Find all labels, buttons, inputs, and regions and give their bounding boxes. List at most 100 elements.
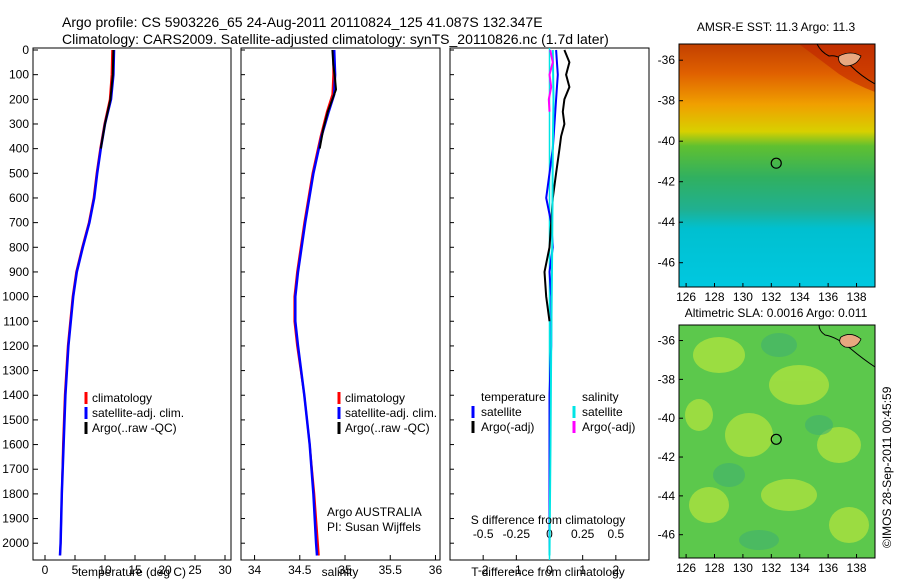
map-y-tick-label: -42 — [658, 175, 676, 189]
depth-tick-label: 200 — [9, 92, 29, 106]
depth-tick-label: 500 — [9, 166, 29, 180]
temperature-series — [58, 49, 116, 556]
map-x-tick-label: 138 — [847, 290, 867, 304]
salinity-x-tick-label: 34.5 — [288, 563, 312, 577]
depth-tick-label: 1500 — [2, 413, 29, 427]
temperature-x-tick-label: 25 — [188, 563, 202, 577]
depth-tick-label: 1300 — [2, 364, 29, 378]
depth-tick-label: 1200 — [2, 339, 29, 353]
salinity-plot-frame — [240, 47, 441, 561]
sst-map — [679, 44, 875, 287]
depth-tick-label: 600 — [9, 191, 29, 205]
sla-map — [679, 325, 875, 558]
map-x-tick-label: 134 — [790, 561, 810, 575]
sla-map-axes: 126 128 130 132 134 136 138 -36 -38 -40 -42 -44 -46 — [658, 334, 867, 575]
header-line1: Argo profile: CS 5903226_65 24-Aug-2011 … — [62, 14, 543, 30]
map-x-tick-label: 138 — [847, 561, 867, 575]
temperature-x-label: temperature (deg C) — [78, 565, 186, 579]
salinity-diff-tick-label: -0.25 — [503, 527, 531, 541]
depth-tick-label: 1400 — [2, 388, 29, 402]
salinity-x-tick-label: 35.5 — [379, 563, 403, 577]
land-patch — [838, 52, 862, 67]
salinity-diff-tick-label: 0.25 — [571, 527, 595, 541]
map-y-tick-label: -42 — [658, 450, 676, 464]
series-line-3 — [547, 49, 554, 112]
depth-tick-label: 2000 — [2, 536, 29, 550]
map-y-tick-label: -44 — [658, 215, 676, 229]
salinity-x-tick-label: 36 — [429, 563, 443, 577]
sla-lows — [713, 333, 833, 550]
map-y-tick-label: -46 — [658, 528, 676, 542]
legend-label-climatology: climatology — [92, 391, 152, 405]
depth-tick-label: 400 — [9, 142, 29, 156]
legend-label-temp-satellite: satellite — [481, 405, 522, 419]
sla-highs — [685, 337, 869, 543]
difference-x-label: T difference from climatology — [471, 565, 625, 579]
map-y-tick-label: -38 — [658, 94, 676, 108]
series-line-2 — [99, 49, 115, 149]
salinity-diff-tick-label: 0.5 — [607, 527, 624, 541]
depth-tick-label: 900 — [9, 265, 29, 279]
land-patch — [839, 334, 862, 348]
difference-x-tick-label: 0 — [546, 563, 553, 577]
sla-map-frame — [678, 324, 876, 559]
salinity-series — [293, 49, 338, 556]
sst-field — [679, 44, 875, 287]
legend-label-satellite: satellite-adj. clim. — [92, 406, 184, 420]
depth-axis: 0 100 200 300 400 500 600 700 800 900 1000 1100 1200… — [2, 43, 454, 550]
sst-map-frame — [678, 43, 876, 288]
depth-tick-label: 800 — [9, 240, 29, 254]
argo-position-marker — [770, 157, 782, 169]
salinity-x-axis: 34 34.5 35 35.5 36 — [248, 555, 443, 577]
institution-label: Argo AUSTRALIA — [327, 505, 422, 519]
map-x-tick-label: 130 — [733, 290, 753, 304]
salinity-x-label: salinity — [322, 565, 359, 579]
series-line-2 — [318, 49, 338, 149]
map-y-tick-label: -44 — [658, 489, 676, 503]
legend-label-temp-argo: Argo(-adj) — [481, 420, 534, 434]
legend-title-temperature: temperature — [481, 390, 546, 404]
depth-tick-label: 0 — [22, 43, 29, 57]
map-x-tick-label: 136 — [818, 290, 838, 304]
map-y-tick-label: -46 — [658, 256, 676, 270]
legend-label-argo: Argo(..raw -QC) — [345, 421, 430, 435]
temperature-x-tick-label: 30 — [218, 563, 232, 577]
sst-map-axes: 126 128 130 132 134 136 138 -36 -38 -40 -42 -44 -46 — [658, 53, 867, 304]
sla-map-title: Altimetric SLA: 0.0016 Argo: 0.011 — [685, 306, 868, 320]
map-x-tick-label: 132 — [761, 290, 781, 304]
map-x-tick-label: 132 — [761, 561, 781, 575]
legend-label-sal-argo: Argo(-adj) — [582, 420, 635, 434]
map-y-tick-label: -36 — [658, 53, 676, 67]
temperature-x-tick-label: 10 — [98, 563, 112, 577]
temperature-plot-frame — [32, 47, 232, 561]
map-x-tick-label: 130 — [733, 561, 753, 575]
pi-label: PI: Susan Wijffels — [327, 520, 421, 534]
salinity-x-tick-label: 34 — [248, 563, 262, 577]
difference-legend: temperature satellite Argo(-adj) salinit… — [471, 390, 635, 434]
salinity-diff-tick-label: -0.5 — [473, 527, 494, 541]
map-x-tick-label: 136 — [818, 561, 838, 575]
map-x-tick-label: 126 — [676, 561, 696, 575]
temperature-x-axis: 0 5 10 15 20 25 30 — [42, 555, 232, 577]
series-line-1 — [543, 49, 571, 322]
map-x-tick-label: 134 — [790, 290, 810, 304]
legend-label-argo: Argo(..raw -QC) — [92, 421, 177, 435]
temperature-x-tick-label: 0 — [42, 563, 49, 577]
depth-tick-label: 100 — [9, 68, 29, 82]
map-x-tick-label: 128 — [704, 290, 724, 304]
map-y-tick-label: -40 — [658, 411, 676, 425]
map-x-tick-label: 126 — [676, 290, 696, 304]
legend-title-salinity: salinity — [582, 390, 619, 404]
temperature-x-tick-label: 15 — [128, 563, 142, 577]
difference-x-tick-label: -1 — [511, 563, 522, 577]
map-y-tick-label: -38 — [658, 372, 676, 386]
depth-tick-label: 1900 — [2, 512, 29, 526]
salinity-x-tick-label: 35 — [338, 563, 352, 577]
map-y-tick-label: -40 — [658, 134, 676, 148]
legend-label-sal-satellite: satellite — [582, 405, 623, 419]
difference-x-tick-label: 1 — [579, 563, 586, 577]
depth-tick-label: 1000 — [2, 290, 29, 304]
difference-series — [543, 48, 571, 560]
depth-tick-label: 1700 — [2, 462, 29, 476]
depth-tick-label: 300 — [9, 117, 29, 131]
